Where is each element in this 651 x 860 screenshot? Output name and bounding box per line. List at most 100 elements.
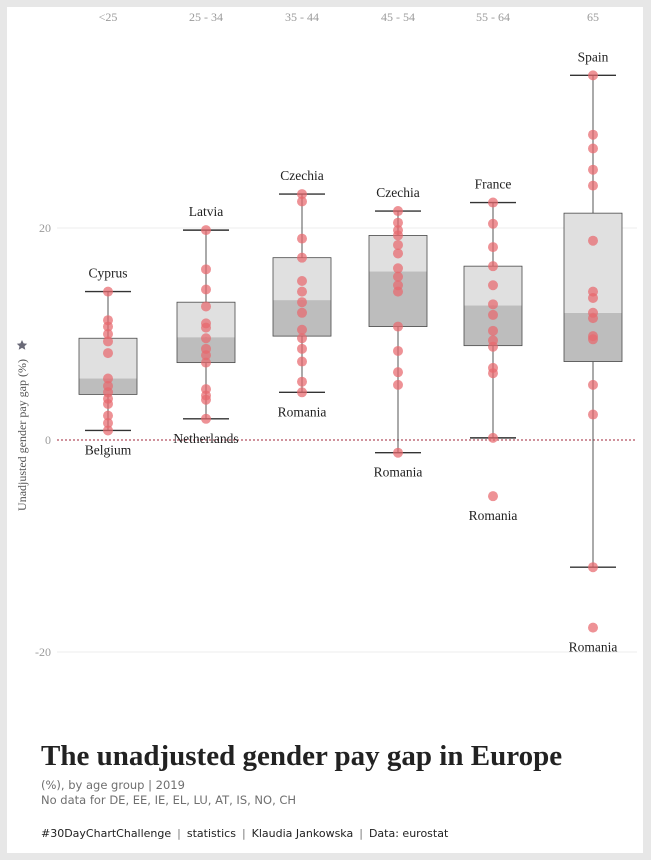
data-point	[103, 425, 113, 436]
min-country-label: Netherlands	[173, 431, 238, 446]
data-point	[201, 394, 211, 405]
data-point	[297, 196, 307, 207]
data-point	[297, 333, 307, 344]
data-point	[297, 233, 307, 244]
y-tick-label: 0	[45, 433, 51, 447]
y-tick-label: -20	[35, 645, 51, 659]
data-point	[393, 217, 403, 228]
data-point	[297, 387, 307, 398]
min-country-label: Belgium	[85, 442, 132, 457]
max-country-label: Czechia	[280, 168, 323, 183]
data-point	[393, 379, 403, 390]
data-point	[588, 562, 598, 573]
pin-icon	[16, 340, 28, 350]
chart: -20 0 20 Unadjusted gender pay gap (%) <25 Cy…	[15, 10, 637, 659]
data-point	[588, 622, 598, 633]
data-point	[588, 292, 598, 303]
chart-frame: -20 0 20 Unadjusted gender pay gap (%) <25 Cy…	[7, 7, 643, 853]
y-axis-label: Unadjusted gender pay gap (%)	[15, 359, 29, 511]
data-point	[201, 322, 211, 333]
data-point	[393, 321, 403, 332]
min-country-label: Romania	[278, 404, 327, 419]
max-country-label: Cyprus	[88, 266, 127, 281]
data-point	[393, 206, 403, 217]
data-point	[488, 261, 498, 272]
chart-title: The unadjusted gender pay gap in Europe	[41, 740, 563, 772]
footer-source: Data: eurostat	[368, 827, 449, 840]
y-tick-label: 20	[39, 221, 51, 235]
max-country-label: France	[475, 177, 512, 192]
data-point	[488, 242, 498, 253]
data-point	[297, 324, 307, 335]
data-point	[488, 325, 498, 336]
min-country-label: Romania	[469, 508, 518, 523]
data-point	[488, 368, 498, 379]
data-point	[393, 248, 403, 259]
data-point	[103, 410, 113, 421]
data-point	[297, 297, 307, 308]
data-point	[488, 218, 498, 229]
data-point	[393, 447, 403, 458]
chart-subtitle: (%), by age group | 2019	[41, 778, 185, 792]
data-point	[297, 343, 307, 354]
data-point	[201, 301, 211, 312]
max-country-label: Spain	[578, 49, 609, 64]
data-point	[488, 309, 498, 320]
footer: #30DayChartChallenge | statistics | Klaudia …	[41, 827, 449, 840]
data-point	[488, 491, 498, 502]
data-point	[297, 376, 307, 387]
data-point	[201, 284, 211, 295]
data-point	[103, 418, 113, 429]
data-point	[588, 409, 598, 420]
x-tick-label: 25 - 34	[189, 10, 223, 24]
data-point	[588, 143, 598, 154]
data-point	[393, 345, 403, 356]
data-point	[103, 286, 113, 297]
data-point	[103, 348, 113, 359]
data-point	[393, 367, 403, 378]
footer-author: Klaudia Jankowska	[251, 827, 354, 840]
data-point	[201, 413, 211, 424]
data-point	[103, 398, 113, 409]
data-point	[201, 264, 211, 275]
x-tick-label: 65	[587, 10, 599, 24]
data-point	[201, 333, 211, 344]
data-point	[393, 230, 403, 241]
data-point	[588, 334, 598, 345]
x-tick-label: <25	[99, 10, 118, 24]
data-point	[103, 329, 113, 339]
data-point	[588, 379, 598, 390]
data-point	[588, 129, 598, 140]
data-point	[588, 180, 598, 191]
data-point	[297, 276, 307, 286]
max-country-label: Latvia	[189, 204, 223, 219]
data-point	[201, 357, 211, 368]
data-point	[103, 373, 113, 384]
x-tick-label: 55 - 64	[476, 10, 510, 24]
data-point	[588, 70, 598, 81]
data-point	[588, 235, 598, 246]
box-outline	[563, 212, 623, 362]
data-point	[201, 350, 211, 361]
data-point	[488, 197, 498, 208]
footer-hashtag: #30DayChartChallenge	[41, 827, 172, 840]
data-point	[393, 263, 403, 274]
min-country-label: Romania	[569, 640, 618, 655]
data-point	[488, 280, 498, 291]
data-point	[393, 286, 403, 297]
x-tick-label: 45 - 54	[381, 10, 415, 24]
data-point	[488, 432, 498, 443]
data-point	[588, 313, 598, 324]
data-point	[297, 189, 307, 200]
data-point	[297, 356, 307, 367]
data-point	[297, 307, 307, 318]
data-point	[488, 341, 498, 352]
data-point	[103, 321, 113, 332]
data-point	[393, 271, 403, 282]
data-point	[488, 299, 498, 310]
x-tick-label: 35 - 44	[285, 10, 319, 24]
max-country-label: Czechia	[376, 185, 419, 200]
data-point	[103, 336, 113, 347]
min-country-label: Romania	[374, 465, 423, 480]
data-point	[393, 239, 403, 250]
